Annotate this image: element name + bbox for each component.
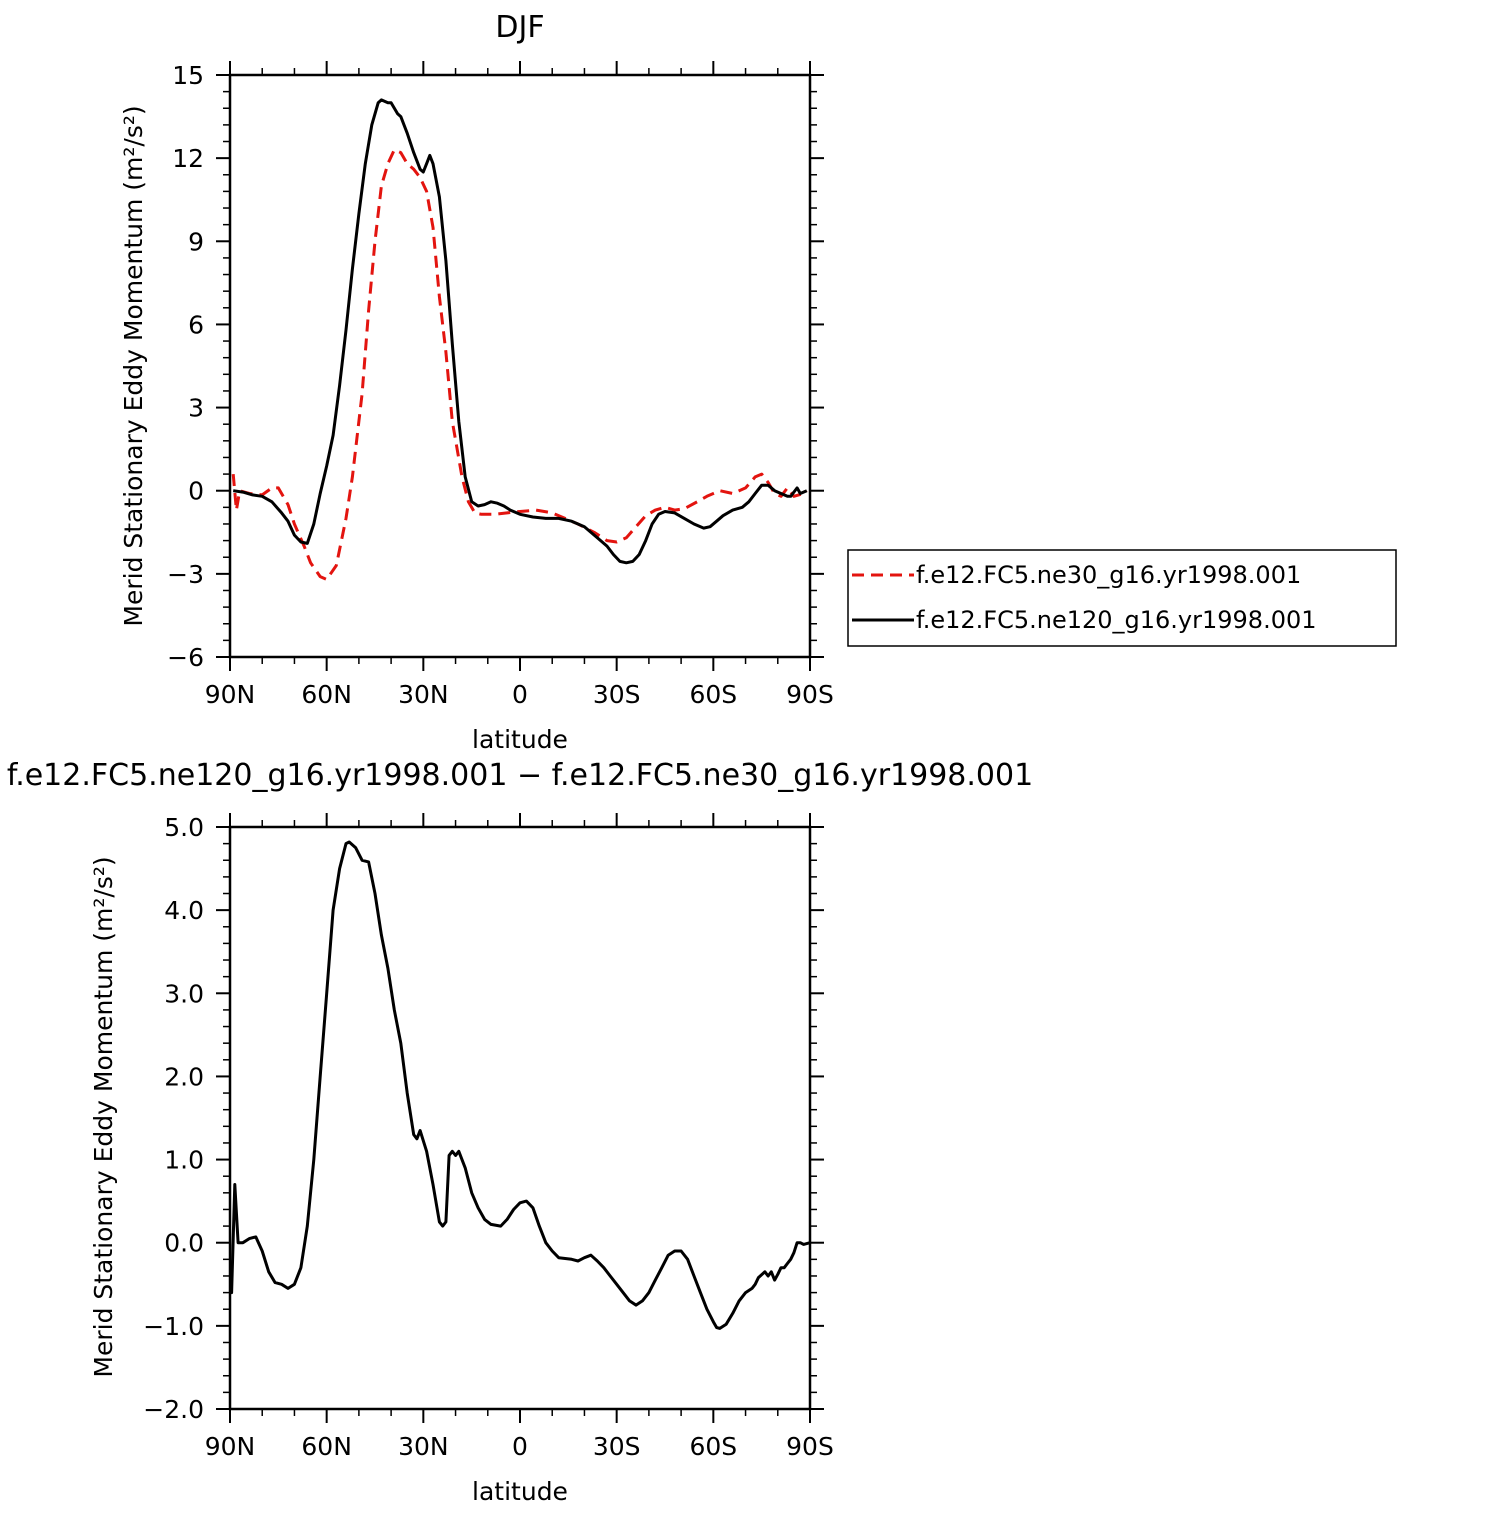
y-tick-label: 2.0 [164, 1062, 204, 1091]
legend: f.e12.FC5.ne30_g16.yr1998.001 f.e12.FC5.… [847, 549, 1397, 647]
y-tick-label: −3 [167, 560, 204, 589]
x-tick-label: 30N [398, 1432, 449, 1461]
chart-title: DJF [495, 10, 544, 45]
panel-top-chart: DJF Merid Stationary Eddy Momentum (m²/s… [119, 10, 834, 754]
legend-box [847, 549, 1397, 647]
x-axis-label: latitude [472, 725, 568, 754]
legend-label-ne30: f.e12.FC5.ne30_g16.yr1998.001 [916, 561, 1301, 589]
x-tick-label: 30N [398, 680, 449, 709]
series-group [231, 98, 808, 581]
plot-frame [228, 73, 812, 659]
y-axis-label: Merid Stationary Eddy Momentum (m²/s²) [89, 856, 118, 1377]
panel-bottom-chart: f.e12.FC5.ne120_g16.yr1998.001 − f.e12.F… [7, 758, 1033, 1506]
series-line-1 [231, 148, 808, 581]
y-axis-label: Merid Stationary Eddy Momentum (m²/s²) [119, 105, 148, 626]
x-axis-label: latitude [472, 1477, 568, 1506]
ticks: 90N 60N 30N 0 30S 60S 90S −2.0 −1.0 0.0 1.0 2.0 3.0 4… [143, 813, 834, 1461]
x-tick-label: 0 [512, 680, 528, 709]
y-tick-label: 3 [188, 394, 204, 423]
y-tick-label: −1.0 [143, 1312, 204, 1341]
x-tick-label: 90N [205, 680, 256, 709]
chart-title: f.e12.FC5.ne120_g16.yr1998.001 − f.e12.F… [7, 758, 1033, 793]
plot-frame [228, 825, 812, 1411]
y-tick-label: 4.0 [164, 896, 204, 925]
y-tick-label: 0 [188, 477, 204, 506]
y-tick-label: 15 [172, 61, 204, 90]
y-tick-label: 12 [172, 144, 204, 173]
series-group [230, 840, 811, 1330]
y-tick-label: 0.0 [164, 1229, 204, 1258]
x-tick-label: 30S [593, 1432, 641, 1461]
x-tick-label: 90S [786, 1432, 834, 1461]
y-tick-label: 3.0 [164, 979, 204, 1008]
legend-label-ne120: f.e12.FC5.ne120_g16.yr1998.001 [916, 606, 1317, 634]
x-tick-label: 30S [593, 680, 641, 709]
y-tick-label: 5.0 [164, 813, 204, 842]
ticks: 90N 60N 30N 0 30S 60S 90S −6 −3 0 3 6 9 12 15 [167, 61, 834, 709]
x-tick-label: 60S [689, 680, 737, 709]
x-tick-label: 60N [301, 1432, 352, 1461]
x-tick-label: 90N [205, 1432, 256, 1461]
y-tick-label: 9 [188, 227, 204, 256]
x-tick-label: 60N [301, 680, 352, 709]
series-line-1 [230, 840, 811, 1330]
x-tick-label: 90S [786, 680, 834, 709]
y-tick-label: −6 [167, 643, 204, 672]
x-tick-label: 60S [689, 1432, 737, 1461]
y-tick-label: 6 [188, 310, 204, 339]
x-tick-label: 0 [512, 1432, 528, 1461]
y-tick-label: −2.0 [143, 1395, 204, 1424]
y-tick-label: 1.0 [164, 1146, 204, 1175]
series-line-2 [232, 98, 808, 565]
